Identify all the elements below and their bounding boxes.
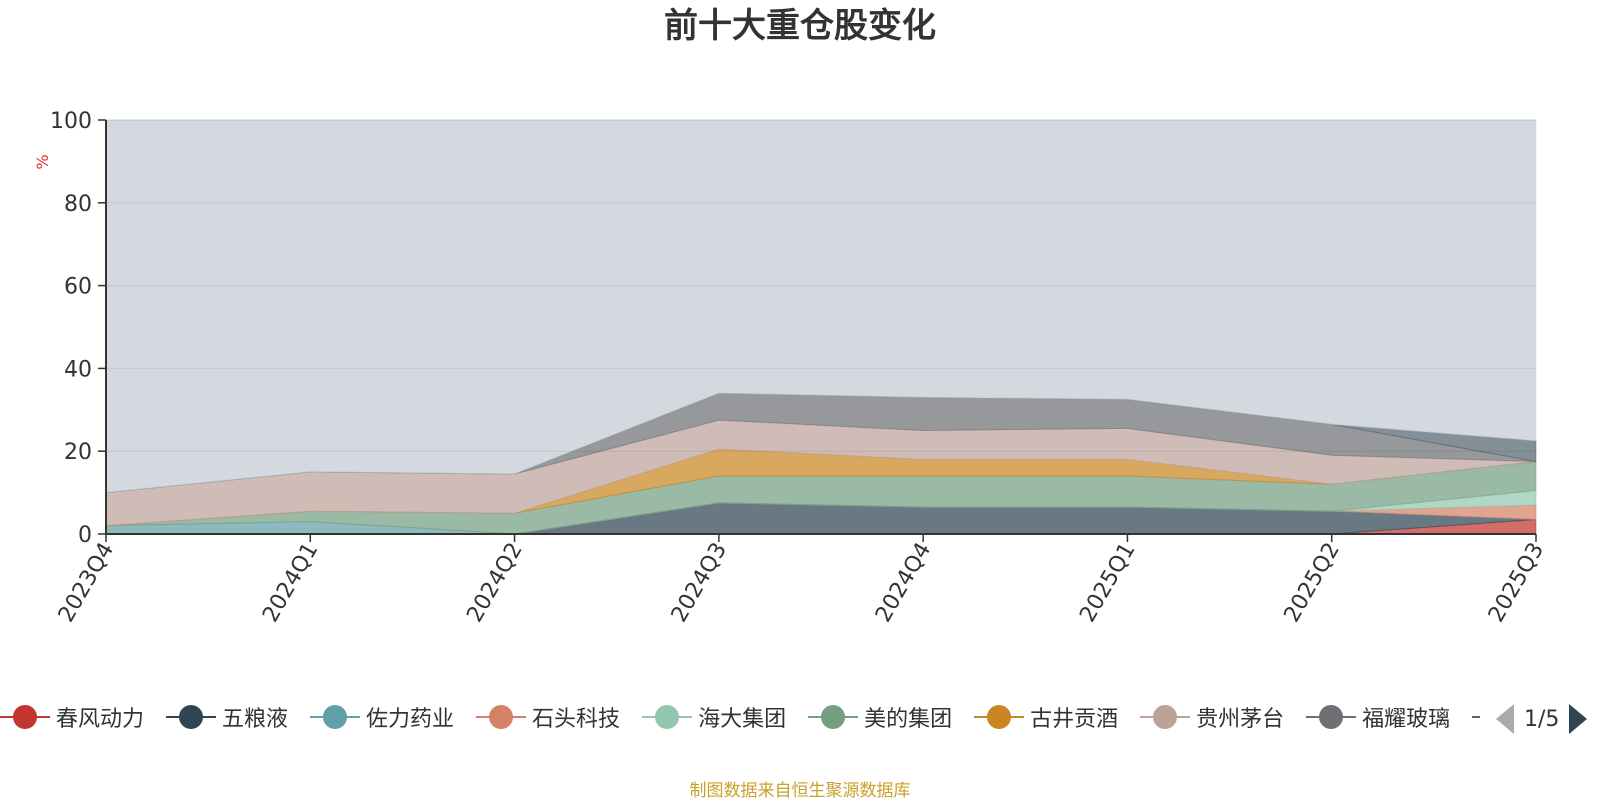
- legend-item-7[interactable]: 贵州茅台: [1140, 701, 1284, 733]
- legend-marker-icon: [642, 705, 693, 729]
- legend-item-2[interactable]: 佐力药业: [310, 701, 454, 733]
- x-tick-label-0: 2023Q4: [54, 539, 119, 627]
- legend-marker-icon: [1140, 705, 1191, 729]
- y-tick-label-0: 0: [78, 523, 92, 548]
- x-tick-label-4: 2024Q4: [871, 539, 936, 627]
- legend-marker-icon: [808, 705, 859, 729]
- chart-plot: 0 20 40 60 80 100 2023Q4 2024Q1 2024Q2 2024Q3 2024…: [33, 109, 1549, 627]
- legend-item-8[interactable]: 福耀玻璃: [1306, 701, 1450, 733]
- legend-item-0[interactable]: 春风动力: [0, 701, 144, 733]
- legend-item-4[interactable]: 海大集团: [642, 701, 786, 733]
- y-tick-label-1: 20: [64, 440, 92, 465]
- legend: 春风动力五粮液佐力药业石头科技海大集团美的集团古井贡酒贵州茅台福耀玻璃恒瑞医药其…: [0, 700, 1480, 734]
- legend-label: 贵州茅台: [1196, 707, 1285, 732]
- legend-marker-icon: [974, 705, 1025, 729]
- y-tick-label-4: 80: [64, 192, 92, 217]
- y-tick-label-5: 100: [50, 109, 92, 134]
- x-tick-label-2: 2024Q2: [462, 539, 527, 627]
- legend-label: 春风动力: [56, 707, 145, 732]
- source-note: 制图数据来自恒生聚源数据库: [689, 781, 911, 801]
- legend-marker-icon: [0, 705, 50, 729]
- legend-item-5[interactable]: 美的集团: [808, 701, 952, 733]
- legend-marker-icon: [476, 705, 527, 729]
- legend-page-indicator: 1/5: [1524, 706, 1560, 732]
- legend-item-9[interactable]: 恒瑞医药: [1472, 701, 1480, 733]
- legend-prev-icon[interactable]: [1496, 704, 1514, 734]
- legend-next-icon[interactable]: [1569, 704, 1588, 734]
- legend-label: 佐力药业: [366, 707, 455, 732]
- legend-item-3[interactable]: 石头科技: [476, 701, 620, 733]
- x-tick-label-1: 2024Q1: [258, 539, 323, 627]
- legend-pager: 1/5: [1496, 704, 1588, 734]
- legend-label: 古井贡酒: [1030, 707, 1119, 732]
- legend-item-6[interactable]: 古井贡酒: [974, 701, 1118, 733]
- y-tick-label-3: 60: [64, 275, 92, 300]
- legend-marker-icon: [310, 705, 361, 729]
- x-tick-label-6: 2025Q2: [1280, 539, 1345, 627]
- x-tick-label-5: 2025Q1: [1075, 539, 1140, 627]
- legend-label: 福耀玻璃: [1362, 707, 1451, 732]
- legend-label: 石头科技: [532, 707, 621, 732]
- legend-label: 五粮液: [222, 707, 289, 732]
- x-tick-label-7: 2025Q3: [1484, 539, 1549, 627]
- area-series-10[interactable]: [105, 119, 1537, 494]
- chart-title: 前十大重仓股变化: [664, 6, 936, 46]
- legend-label: 美的集团: [864, 707, 953, 732]
- legend-marker-icon: [1306, 705, 1357, 729]
- y-tick-label-2: 40: [64, 357, 92, 382]
- legend-label: 海大集团: [698, 707, 787, 732]
- x-tick-label-3: 2024Q3: [667, 539, 732, 627]
- legend-marker-icon: [166, 705, 217, 729]
- legend-marker-icon: [1472, 705, 1480, 729]
- legend-item-1[interactable]: 五粮液: [166, 701, 288, 733]
- y-axis-label: %: [33, 154, 52, 169]
